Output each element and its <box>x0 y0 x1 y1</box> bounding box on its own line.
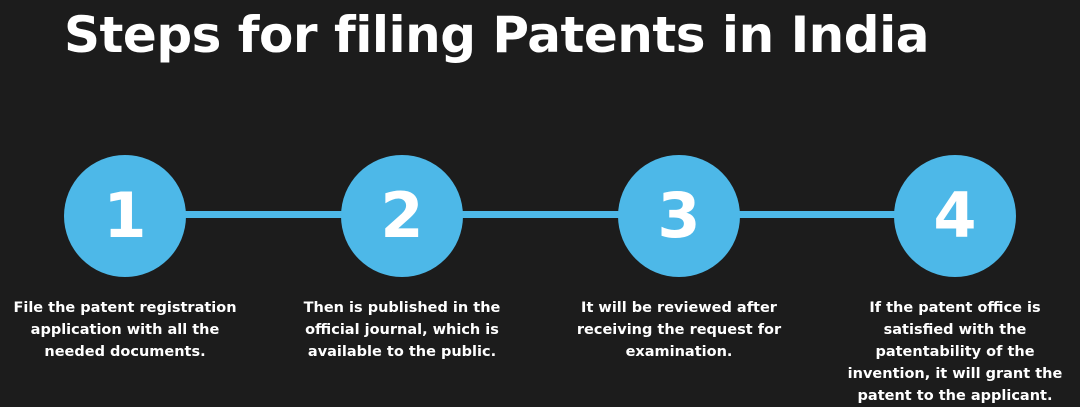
timeline-connector <box>125 211 955 218</box>
step-1-number: 1 <box>103 185 146 247</box>
step-3-circle: 3 <box>618 155 740 277</box>
step-3-number: 3 <box>657 185 700 247</box>
step-3-description: It will be reviewed after receiving the … <box>569 297 789 363</box>
step-4-description: If the patent office is satisfied with t… <box>832 297 1078 407</box>
step-4-number: 4 <box>933 185 976 247</box>
page-title: Steps for filing Patents in India <box>64 6 929 64</box>
step-2-circle: 2 <box>341 155 463 277</box>
step-2-number: 2 <box>380 185 423 247</box>
step-1-circle: 1 <box>64 155 186 277</box>
step-2-description: Then is published in the official journa… <box>282 297 522 363</box>
step-1-description: File the patent registration application… <box>5 297 245 363</box>
step-4-circle: 4 <box>894 155 1016 277</box>
